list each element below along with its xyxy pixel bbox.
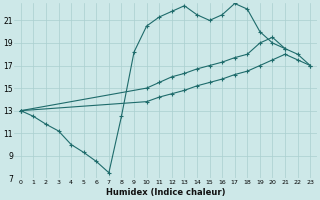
X-axis label: Humidex (Indice chaleur): Humidex (Indice chaleur) [106, 188, 225, 197]
